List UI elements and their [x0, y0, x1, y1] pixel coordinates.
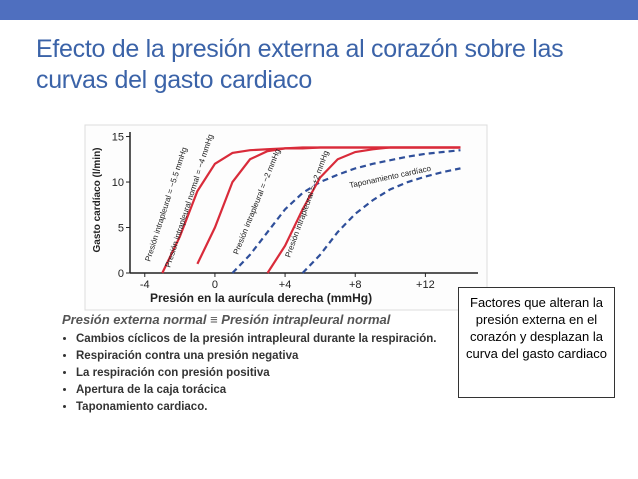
callout: Factores que alteran la presión externa …: [458, 287, 615, 398]
x-axis-label: Presión en la aurícula derecha (mmHg): [150, 291, 372, 305]
list-item: La respiración con presión positiva: [76, 367, 462, 379]
y-tick-label: 0: [118, 268, 124, 280]
series-line: [266, 146, 461, 274]
chart-frame: [84, 124, 488, 311]
series-line: [231, 149, 461, 274]
y-tick-label: 5: [118, 223, 124, 235]
list: Cambios cíclicos de la presión intrapleu…: [62, 333, 462, 413]
list-heading: Presión externa normal ≡ Presión intrapl…: [62, 312, 391, 327]
list-item: Taponamiento cardiaco.: [76, 401, 462, 413]
y-tick-label: 15: [112, 132, 124, 144]
x-tick-label: 0: [212, 279, 218, 291]
x-tick-label: -4: [140, 279, 150, 291]
x-tick-label: +8: [349, 279, 362, 291]
list-item: Apertura de la caja torácica: [76, 384, 462, 396]
bullet-list: Presión externa normal ≡ Presión intrapl…: [62, 312, 462, 418]
y-axis-label: Gasto cardíaco (l/min): [92, 147, 103, 252]
list-item: Respiración contra una presión negativa: [76, 350, 462, 362]
x-tick-label: +4: [279, 279, 292, 291]
x-tick-label: +12: [416, 279, 435, 291]
series-line: [301, 167, 461, 274]
list-item: Cambios cíclicos de la presión intrapleu…: [76, 333, 462, 345]
top-bar: [0, 0, 638, 20]
y-tick-label: 10: [112, 177, 124, 189]
slide-title: Efecto de la presión externa al corazón …: [36, 35, 564, 94]
